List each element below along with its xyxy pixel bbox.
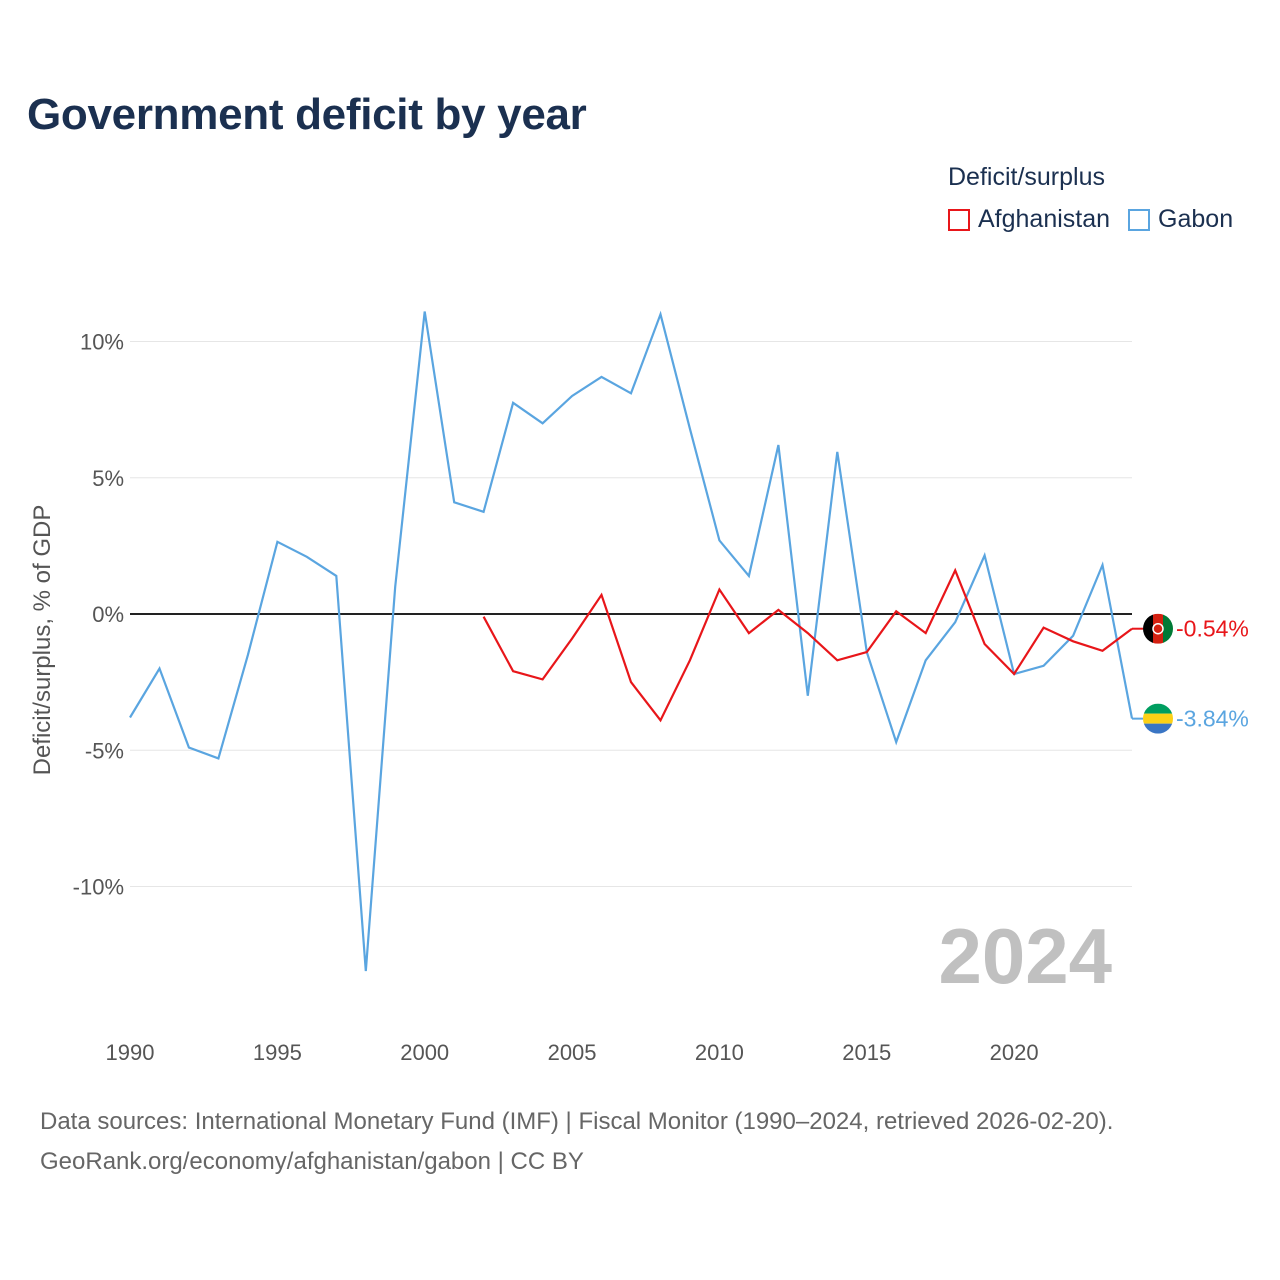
afghanistan-flag-icon	[1143, 613, 1173, 644]
legend-title: Deficit/surplus	[948, 163, 1105, 191]
footer-sources: Data sources: International Monetary Fun…	[40, 1108, 1114, 1135]
chart-title: Government deficit by year	[27, 90, 587, 139]
legend-label-afghanistan: Afghanistan	[978, 205, 1111, 233]
y-tick-label: 10%	[80, 330, 124, 355]
end-markers: -0.54% -3.84%	[1132, 613, 1249, 734]
series-lines	[129, 310, 1134, 972]
x-tick-label: 2005	[548, 1040, 597, 1065]
footer-attribution: GeoRank.org/economy/afghanistan/gabon | …	[40, 1148, 584, 1175]
x-tick-label: 1990	[106, 1040, 155, 1065]
legend-swatch-afghanistan	[948, 208, 970, 231]
y-tick-label: -10%	[73, 875, 124, 900]
x-tick-label: 1995	[253, 1040, 302, 1065]
y-axis-title: Deficit/surplus, % of GDP	[29, 505, 56, 776]
x-tick-label: 2015	[842, 1040, 891, 1065]
y-tick-label: -5%	[85, 738, 124, 763]
legend-item-afghanistan[interactable]: Afghanistan	[948, 205, 1110, 234]
y-axis: 10% 5% 0% -5% -10%	[73, 330, 124, 900]
grid-lines	[130, 341, 1132, 887]
legend-label-gabon: Gabon	[1158, 205, 1234, 233]
y-tick-label: 0%	[92, 602, 124, 627]
y-tick-label: 5%	[92, 466, 124, 491]
series-line-gabon	[129, 310, 1134, 972]
end-label-gabon: -3.84%	[1176, 706, 1249, 732]
end-label-afghanistan: -0.54%	[1176, 616, 1249, 642]
legend-swatch-gabon	[1128, 208, 1151, 231]
series-line-afghanistan	[482, 567, 1133, 723]
year-watermark: 2024	[938, 912, 1112, 1000]
x-tick-label: 2020	[990, 1040, 1039, 1065]
legend-item-gabon[interactable]: Gabon	[1128, 205, 1233, 234]
x-axis: 1990 1995 2000 2005 2010 2015 2020	[106, 1040, 1039, 1065]
legend: Afghanistan Gabon	[948, 205, 1251, 234]
x-tick-label: 2000	[400, 1040, 449, 1065]
gabon-flag-icon	[1143, 703, 1173, 734]
x-tick-label: 2010	[695, 1040, 744, 1065]
